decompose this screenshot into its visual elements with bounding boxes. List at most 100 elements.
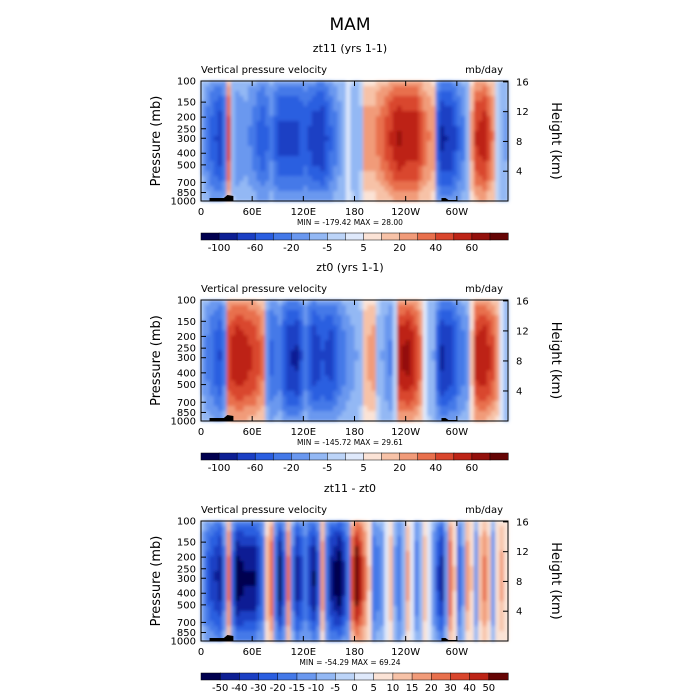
field-cell: [226, 571, 232, 577]
field-cell: [341, 191, 347, 197]
field-cell: [431, 591, 437, 597]
field-cell: [486, 385, 492, 392]
field-cell: [371, 586, 377, 592]
field-cell: [286, 196, 292, 202]
field-cell: [422, 370, 428, 377]
field-cell: [478, 96, 484, 102]
field-cell: [273, 536, 279, 542]
field-cell: [486, 315, 492, 321]
field-cell: [435, 191, 441, 197]
field-cell: [209, 576, 215, 582]
field-cell: [444, 141, 449, 147]
field-cell: [311, 116, 317, 122]
field-cell: [226, 86, 232, 92]
field-cell: [205, 350, 211, 357]
field-cell: [371, 166, 377, 172]
field-cell: [222, 380, 228, 387]
field-cell: [282, 86, 287, 92]
field-cell: [290, 81, 296, 87]
field-cell: [371, 400, 377, 407]
field-cell: [456, 390, 462, 397]
field-cell: [230, 141, 236, 147]
field-cell: [247, 146, 253, 152]
field-cell: [239, 581, 245, 587]
field-cell: [226, 330, 232, 336]
field-cell: [401, 176, 407, 182]
field-cell: [337, 340, 343, 346]
field-cell: [324, 626, 330, 632]
field-cell: [473, 176, 479, 182]
field-cell: [264, 415, 270, 422]
field-cell: [439, 176, 445, 182]
field-cell: [384, 350, 390, 357]
field-cell: [388, 415, 394, 422]
field-cell: [401, 405, 407, 412]
field-cell: [235, 526, 240, 532]
field-cell: [205, 631, 211, 637]
field-cell: [384, 400, 390, 407]
field-cell: [358, 86, 364, 92]
field-cell: [439, 121, 445, 127]
field-cell: [397, 606, 402, 612]
field-cell: [499, 176, 505, 182]
field-cell: [222, 521, 228, 527]
field-cell: [345, 146, 351, 152]
field-cell: [461, 136, 466, 142]
field-cell: [435, 571, 441, 577]
field-cell: [341, 181, 347, 187]
field-cell: [209, 400, 215, 407]
y-tick-label: 200: [177, 113, 196, 124]
field-cell: [273, 131, 279, 137]
field-cell: [239, 181, 245, 187]
field-cell: [448, 186, 454, 192]
field-cell: [201, 186, 206, 192]
field-cell: [282, 370, 287, 377]
field-cell: [243, 86, 249, 92]
field-cell: [264, 571, 270, 577]
field-cell: [277, 196, 283, 202]
field-cell: [333, 626, 339, 632]
field-cell: [405, 126, 411, 132]
field-cell: [230, 365, 236, 372]
field-cell: [388, 121, 394, 127]
field-cell: [201, 616, 206, 622]
field-cell: [337, 320, 343, 326]
field-cell: [461, 191, 466, 197]
field-cell: [354, 141, 360, 147]
field-cell: [311, 586, 317, 592]
field-cell: [473, 305, 479, 311]
field-cell: [277, 566, 283, 572]
field-cell: [448, 86, 454, 92]
field-cell: [218, 521, 223, 527]
field-cell: [371, 300, 377, 306]
field-cell: [243, 410, 249, 417]
field-cell: [409, 546, 415, 552]
field-cell: [256, 101, 262, 107]
field-cell: [456, 111, 462, 117]
field-cell: [414, 116, 420, 122]
field-cell: [469, 385, 475, 392]
field-cell: [235, 395, 240, 402]
field-cell: [375, 91, 381, 97]
field-cell: [269, 330, 275, 336]
field-cell: [264, 166, 270, 172]
field-cell: [328, 350, 334, 357]
field-cell: [354, 151, 360, 157]
field-cell: [277, 360, 283, 367]
field-cell: [431, 111, 437, 117]
field-cell: [218, 410, 223, 417]
field-cell: [239, 400, 245, 407]
field-cell: [218, 305, 223, 311]
field-cell: [299, 581, 304, 587]
field-cell: [350, 101, 356, 107]
field-cell: [354, 340, 360, 346]
field-cell: [218, 611, 223, 617]
field-cell: [452, 330, 458, 336]
field-cell: [243, 171, 249, 177]
field-cell: [294, 116, 300, 122]
field-cell: [294, 546, 300, 552]
field-cell: [358, 596, 364, 602]
field-cell: [367, 191, 373, 197]
field-cell: [478, 81, 484, 87]
field-cell: [247, 86, 253, 92]
